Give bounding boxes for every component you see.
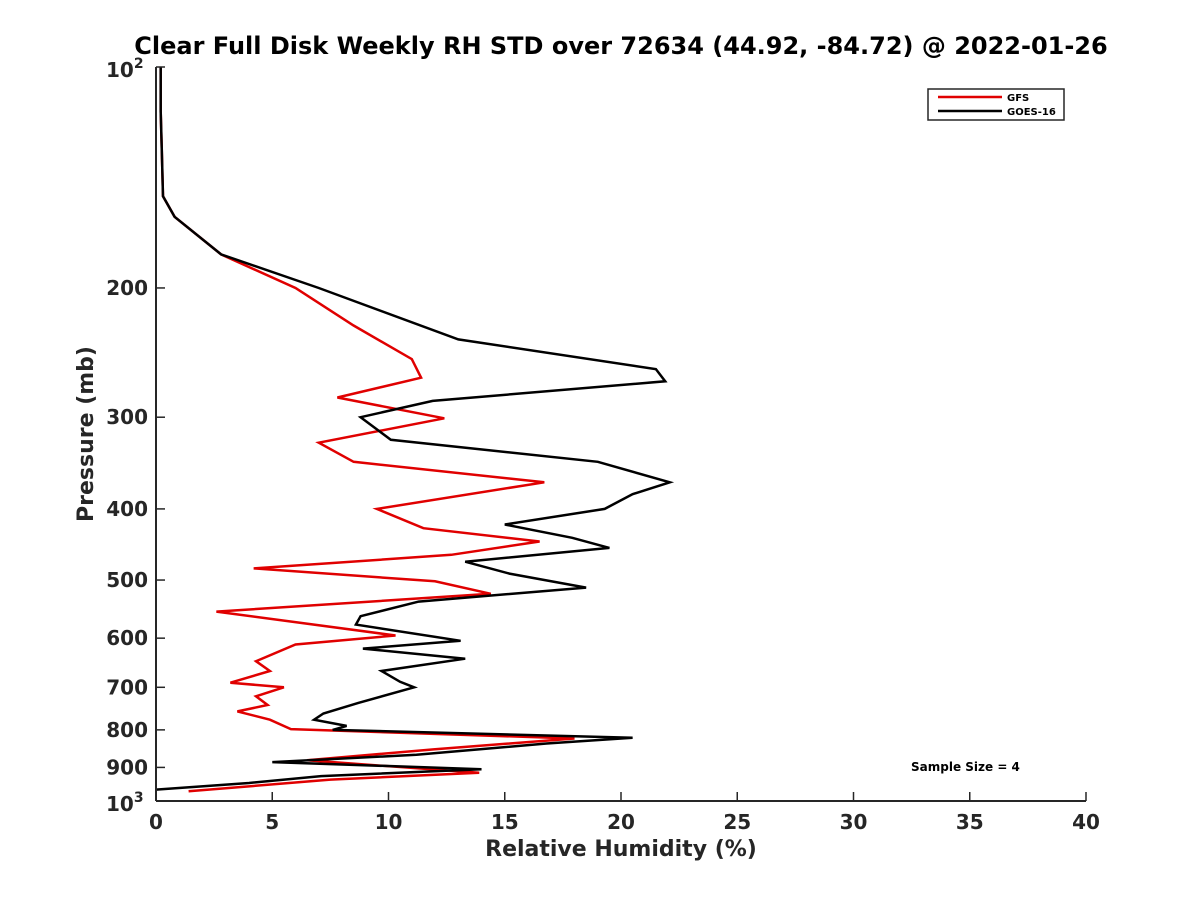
y-tick-bottom-base: 10 [106, 792, 134, 816]
y-tick-label: 200 [106, 276, 148, 300]
x-tick-label: 30 [840, 810, 868, 834]
chart-title: Clear Full Disk Weekly RH STD over 72634… [134, 32, 1107, 60]
plot-area: 0 5 10 15 20 25 30 35 40 200 300 400 500 600 700 800 90… [106, 66, 1100, 834]
y-tick-top-base: 10 [106, 58, 134, 82]
y-tick-label-top: 102 [106, 56, 144, 82]
y-tick-top-exp: 2 [134, 56, 144, 72]
x-axis-label: Relative Humidity (%) [485, 837, 757, 862]
legend: GFS GOES-16 [927, 88, 1065, 121]
y-tick-label: 900 [106, 755, 148, 779]
x-tick-label: 5 [265, 810, 279, 834]
series-line-gfs [159, 67, 575, 793]
x-tick-label: 10 [375, 810, 403, 834]
x-tick-label: 40 [1072, 810, 1100, 834]
x-tick-label: 15 [491, 810, 519, 834]
y-tick-bottom-exp: 3 [134, 790, 144, 806]
y-tick-label: 300 [106, 405, 148, 429]
y-tick-label: 500 [106, 568, 148, 592]
x-tick-label: 20 [607, 810, 635, 834]
legend-box [927, 88, 1065, 121]
y-axis-ticks: 200 300 400 500 600 700 800 900 [106, 66, 165, 802]
y-tick-label: 700 [106, 675, 148, 699]
series-line-goes-16 [155, 67, 675, 791]
x-tick-label: 0 [149, 810, 163, 834]
y-axis-label: Pressure (mb) [74, 346, 99, 522]
sample-size-annotation: Sample Size = 4 [911, 760, 1020, 774]
legend-label-gfs: GFS [1007, 93, 1029, 104]
x-tick-label: 25 [723, 810, 751, 834]
x-axis-ticks: 0 5 10 15 20 25 30 35 40 [149, 792, 1100, 834]
x-tick-label: 35 [956, 810, 984, 834]
legend-label-goes-16: GOES-16 [1007, 107, 1056, 118]
plot-background [156, 67, 1086, 801]
series-layer [155, 67, 675, 793]
y-tick-label: 800 [106, 718, 148, 742]
y-tick-label-bottom: 103 [106, 790, 144, 816]
y-tick-label: 600 [106, 626, 148, 650]
y-tick-label: 400 [106, 497, 148, 521]
